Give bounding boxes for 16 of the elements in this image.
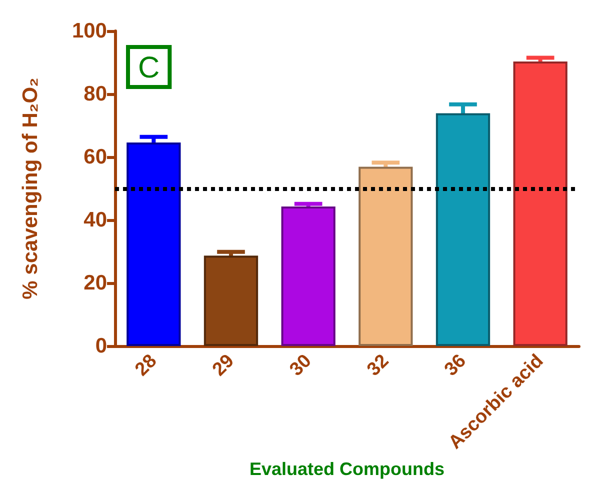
y-tick-label: 40 (84, 208, 107, 232)
y-axis-title: % scavenging of H₂O₂ (19, 78, 42, 300)
y-tick-label: 0 (95, 334, 107, 358)
y-tick-label: 100 (72, 20, 107, 42)
y-tick-label: 20 (84, 272, 107, 294)
bar (358, 166, 413, 346)
x-axis-title: Evaluated Compounds (249, 458, 445, 479)
bar (126, 142, 181, 346)
y-tick-label: 80 (84, 82, 107, 106)
x-tick-label: 30 (286, 350, 316, 380)
annotation: C (138, 52, 160, 84)
x-tick-label: 29 (208, 350, 238, 380)
x-tick-label: 36 (440, 350, 470, 380)
x-tick-label: 32 (363, 350, 394, 380)
y-tick-label: 60 (84, 146, 107, 168)
x-tick-label: 28 (131, 350, 162, 380)
